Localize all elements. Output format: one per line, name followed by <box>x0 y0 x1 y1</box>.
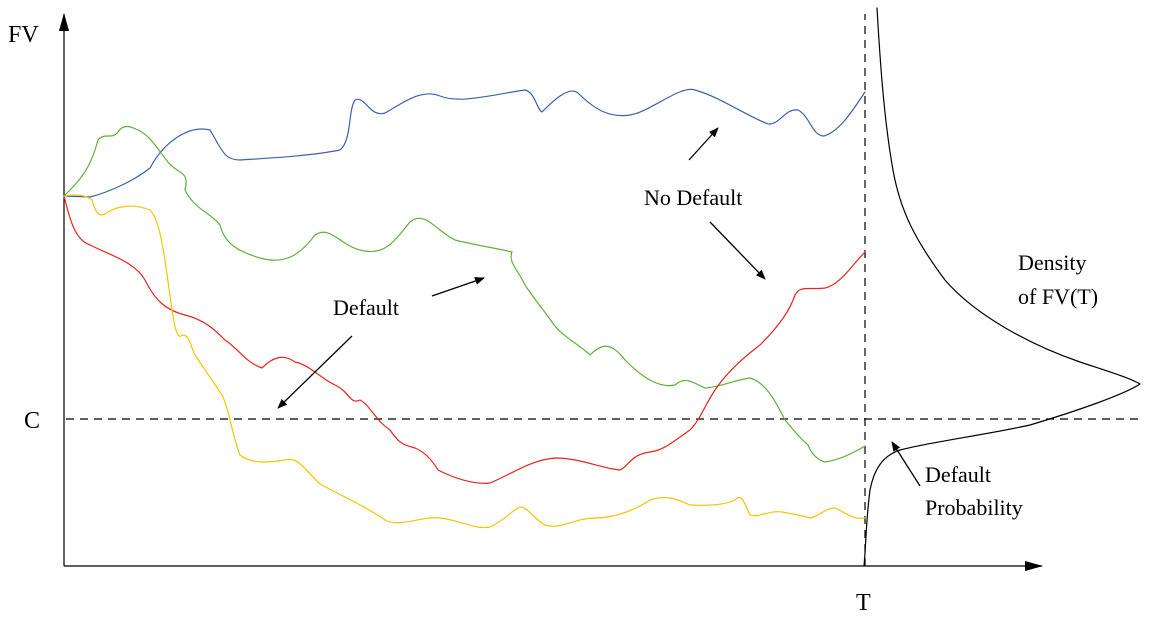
default-label: Default <box>333 295 399 320</box>
default-probability-arrow <box>891 441 921 487</box>
density-label-line2: of FV(T) <box>1018 284 1098 309</box>
no-default-arrow-down <box>709 221 766 280</box>
default-probability-line1: Default <box>925 462 991 487</box>
default-probability-line2: Probability <box>925 495 1023 520</box>
x-axis-label: T <box>856 590 871 616</box>
threshold-label: C <box>24 408 40 434</box>
density-curve <box>863 7 1141 567</box>
blue-path <box>63 88 866 198</box>
no-default-arrow-up <box>688 127 719 161</box>
yellow-path <box>63 194 866 529</box>
default-arrow-right <box>431 277 485 297</box>
red-path <box>63 195 866 484</box>
green-path <box>63 125 866 463</box>
no-default-label: No Default <box>644 185 742 210</box>
default-arrow-down <box>277 335 353 409</box>
density-label-line1: Density <box>1018 250 1086 275</box>
y-axis-label: FV <box>8 22 39 48</box>
